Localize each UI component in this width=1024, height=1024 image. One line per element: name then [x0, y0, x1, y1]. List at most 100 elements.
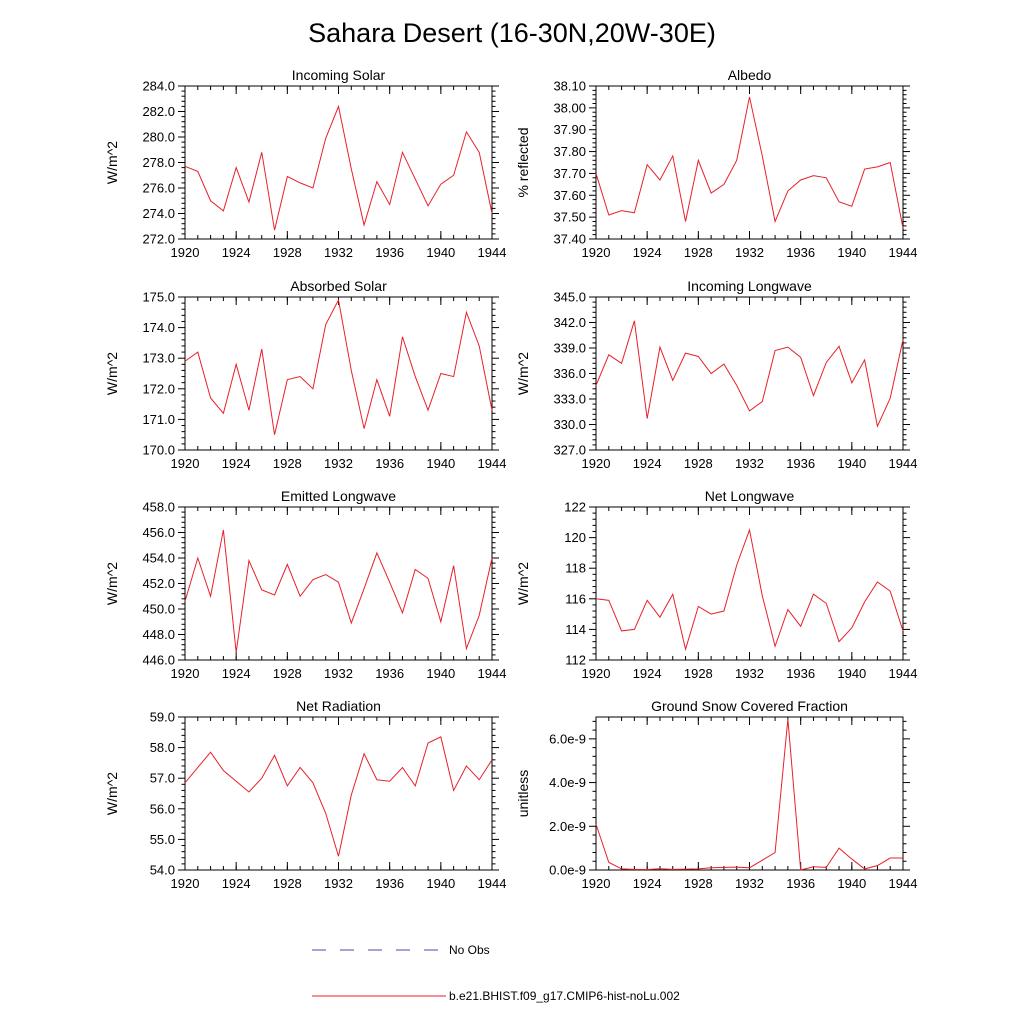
x-tick-label: 1940 — [837, 245, 866, 260]
y-tick-label: 327.0 — [553, 443, 586, 458]
x-tick-label: 1924 — [222, 876, 251, 891]
x-tick-label: 1924 — [633, 876, 662, 891]
y-tick-label: 38.00 — [553, 100, 586, 115]
y-tick-label: 339.0 — [553, 341, 586, 356]
series-line-ground-snow-covered-fraction — [595, 719, 903, 871]
y-tick-label: 37.80 — [553, 144, 586, 159]
y-tick-label: 284.0 — [142, 79, 175, 94]
series-line-absorbed-solar — [184, 298, 493, 435]
panel-net-radiation: Net Radiation 1920 1924 1928 1932 1936 1940 194… — [104, 698, 506, 891]
y-axis-label: W/m^2 — [104, 772, 120, 815]
x-tick-label: 1928 — [273, 456, 302, 471]
x-tick-label: 1932 — [324, 666, 353, 681]
y-tick-label: 333.0 — [553, 392, 586, 407]
x-tick-label: 1940 — [837, 666, 866, 681]
y-tick-label: 170.0 — [142, 443, 175, 458]
y-axis-label: W/m^2 — [104, 352, 120, 395]
panel-title: Absorbed Solar — [290, 278, 387, 294]
x-tick-label: 1944 — [889, 245, 918, 260]
panel-emitted-longwave: Emitted Longwave 1920 1924 1928 1932 1936 1940… — [104, 488, 506, 681]
panel-title: Net Radiation — [296, 698, 381, 714]
series-line-net-radiation — [184, 736, 493, 857]
y-tick-label: 120 — [564, 530, 586, 545]
y-tick-label: 55.0 — [150, 832, 175, 847]
x-tick-label: 1924 — [633, 666, 662, 681]
x-tick-label: 1940 — [426, 456, 455, 471]
x-tick-label: 1940 — [837, 876, 866, 891]
y-tick-label: 454.0 — [142, 551, 175, 566]
y-tick-label: 172.0 — [142, 381, 175, 396]
y-tick-label: 56.0 — [150, 801, 175, 816]
y-tick-label: 59.0 — [150, 710, 175, 725]
plot-frame — [184, 716, 493, 871]
x-tick-label: 1920 — [582, 666, 611, 681]
y-tick-label: 116 — [565, 591, 586, 606]
y-tick-label: 0.0e-9 — [549, 863, 586, 878]
x-tick-label: 1936 — [375, 876, 404, 891]
x-tick-label: 1936 — [786, 666, 815, 681]
y-tick-label: 173.0 — [142, 351, 175, 366]
x-tick-label: 1932 — [324, 245, 353, 260]
series-line-incoming-longwave — [595, 320, 904, 428]
y-tick-label: 37.50 — [553, 210, 586, 225]
series-line-net-longwave — [595, 528, 904, 652]
panel-incoming-solar: Incoming Solar 1920 1924 1928 1932 1936 1940 19… — [104, 67, 506, 260]
y-axis-label: W/m^2 — [104, 562, 120, 605]
y-tick-label: 330.0 — [553, 417, 586, 432]
x-tick-label: 1940 — [426, 876, 455, 891]
plot-frame — [184, 85, 493, 240]
x-tick-label: 1920 — [582, 456, 611, 471]
y-tick-label: 37.70 — [553, 166, 586, 181]
panel-title: Emitted Longwave — [281, 488, 396, 504]
x-tick-label: 1940 — [426, 245, 455, 260]
y-tick-label: 272.0 — [142, 232, 175, 247]
y-tick-label: 54.0 — [150, 863, 175, 878]
x-tick-label: 1932 — [324, 876, 353, 891]
y-tick-label: 38.10 — [553, 79, 586, 94]
panel-ground-snow-covered-fraction: Ground Snow Covered Fraction 1920 1924 1928… — [515, 698, 917, 891]
x-tick-label: 1932 — [735, 666, 764, 681]
x-tick-label: 1924 — [222, 245, 251, 260]
x-tick-label: 1944 — [478, 245, 507, 260]
y-tick-label: 112 — [565, 653, 586, 668]
x-tick-label: 1920 — [582, 245, 611, 260]
x-tick-label: 1940 — [426, 666, 455, 681]
x-tick-label: 1936 — [375, 245, 404, 260]
x-tick-label: 1928 — [273, 876, 302, 891]
y-tick-label: 448.0 — [142, 627, 175, 642]
y-tick-label: 174.0 — [142, 320, 175, 335]
panel-title: Incoming Solar — [292, 67, 386, 83]
x-tick-label: 1936 — [786, 456, 815, 471]
y-tick-label: 114 — [565, 622, 586, 637]
y-tick-label: 342.0 — [553, 315, 586, 330]
y-tick-label: 280.0 — [142, 130, 175, 145]
panel-net-longwave: Net Longwave 1920 1924 1928 1932 1936 1940 1944… — [515, 488, 917, 681]
y-tick-label: 278.0 — [142, 155, 175, 170]
x-tick-label: 1924 — [222, 666, 251, 681]
y-tick-label: 37.90 — [553, 122, 586, 137]
x-tick-label: 1928 — [273, 666, 302, 681]
legend-label-model: b.e21.BHIST.f09_g17.CMIP6-hist-noLu.002 — [449, 989, 680, 1003]
legend: No Obs b.e21.BHIST.f09_g17.CMIP6-hist-no… — [312, 943, 680, 1003]
y-tick-label: 2.0e-9 — [549, 819, 586, 834]
x-tick-label: 1932 — [735, 456, 764, 471]
x-tick-label: 1932 — [324, 456, 353, 471]
y-tick-label: 4.0e-9 — [549, 775, 586, 790]
x-tick-label: 1920 — [171, 876, 200, 891]
x-tick-label: 1936 — [375, 666, 404, 681]
y-tick-label: 450.0 — [142, 602, 175, 617]
panel-incoming-longwave: Incoming Longwave 1920 1924 1928 1932 1936 194… — [515, 278, 917, 471]
x-tick-label: 1928 — [684, 876, 713, 891]
x-tick-label: 1920 — [171, 666, 200, 681]
y-tick-label: 118 — [565, 561, 586, 576]
x-tick-label: 1944 — [889, 666, 918, 681]
x-tick-label: 1944 — [478, 876, 507, 891]
y-tick-label: 446.0 — [142, 653, 175, 668]
y-tick-label: 274.0 — [142, 206, 175, 221]
figure-title: Sahara Desert (16-30N,20W-30E) — [308, 18, 716, 48]
x-tick-label: 1924 — [633, 245, 662, 260]
y-tick-label: 458.0 — [142, 500, 175, 515]
x-tick-label: 1928 — [684, 245, 713, 260]
plot-frame — [595, 85, 904, 240]
